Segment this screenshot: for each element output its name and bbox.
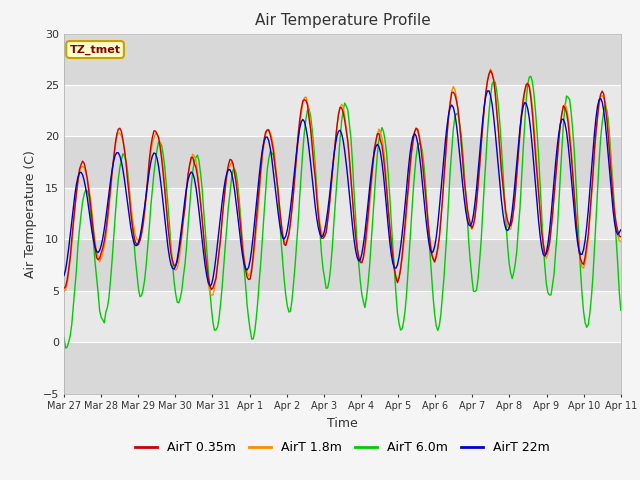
AirT 6.0m xyxy=(61,345,69,351)
AirT 22m xyxy=(246,258,254,264)
AirT 1.8m xyxy=(255,192,263,197)
Bar xyxy=(64,342,621,394)
AirT 0.35m xyxy=(589,172,596,178)
AirT 1.8m xyxy=(60,288,68,294)
Legend: AirT 0.35m, AirT 1.8m, AirT 6.0m, AirT 22m: AirT 0.35m, AirT 1.8m, AirT 6.0m, AirT 2… xyxy=(130,436,555,459)
AirT 0.35m xyxy=(486,68,494,73)
AirT 22m xyxy=(485,88,493,94)
AirT 1.8m xyxy=(246,271,254,277)
AirT 0.35m xyxy=(228,157,236,163)
Line: AirT 0.35m: AirT 0.35m xyxy=(64,71,621,289)
AirT 6.0m xyxy=(246,327,254,333)
AirT 0.35m xyxy=(617,234,625,240)
Text: TZ_tmet: TZ_tmet xyxy=(70,44,120,55)
X-axis label: Time: Time xyxy=(327,417,358,430)
AirT 1.8m xyxy=(589,175,596,181)
AirT 6.0m xyxy=(305,106,313,112)
Title: Air Temperature Profile: Air Temperature Profile xyxy=(255,13,430,28)
AirT 6.0m xyxy=(228,176,236,181)
AirT 6.0m xyxy=(527,73,534,79)
AirT 0.35m xyxy=(246,276,254,282)
AirT 6.0m xyxy=(60,335,68,340)
AirT 22m xyxy=(255,171,263,177)
AirT 22m xyxy=(129,233,136,239)
Bar xyxy=(64,291,621,342)
AirT 22m xyxy=(617,227,625,233)
AirT 6.0m xyxy=(130,236,138,242)
Line: AirT 1.8m: AirT 1.8m xyxy=(64,69,621,295)
AirT 22m xyxy=(60,273,68,278)
AirT 22m xyxy=(228,170,236,176)
AirT 0.35m xyxy=(255,183,263,189)
AirT 0.35m xyxy=(305,116,313,121)
AirT 22m xyxy=(589,149,596,155)
AirT 6.0m xyxy=(255,276,263,282)
Bar xyxy=(64,240,621,291)
AirT 0.35m xyxy=(207,287,215,292)
AirT 22m xyxy=(206,283,214,288)
Bar xyxy=(64,136,621,188)
AirT 1.8m xyxy=(617,239,625,245)
AirT 1.8m xyxy=(228,159,236,165)
AirT 1.8m xyxy=(129,214,136,220)
Bar xyxy=(64,34,621,85)
Line: AirT 22m: AirT 22m xyxy=(64,91,621,286)
Bar xyxy=(64,85,621,136)
AirT 1.8m xyxy=(209,292,217,298)
Line: AirT 6.0m: AirT 6.0m xyxy=(64,76,621,348)
Y-axis label: Air Termperature (C): Air Termperature (C) xyxy=(24,150,37,277)
AirT 1.8m xyxy=(486,66,494,72)
AirT 22m xyxy=(305,146,313,152)
AirT 6.0m xyxy=(617,308,625,313)
AirT 0.35m xyxy=(129,222,136,228)
AirT 6.0m xyxy=(589,275,596,280)
AirT 1.8m xyxy=(305,108,313,114)
Bar xyxy=(64,188,621,240)
AirT 0.35m xyxy=(60,285,68,291)
